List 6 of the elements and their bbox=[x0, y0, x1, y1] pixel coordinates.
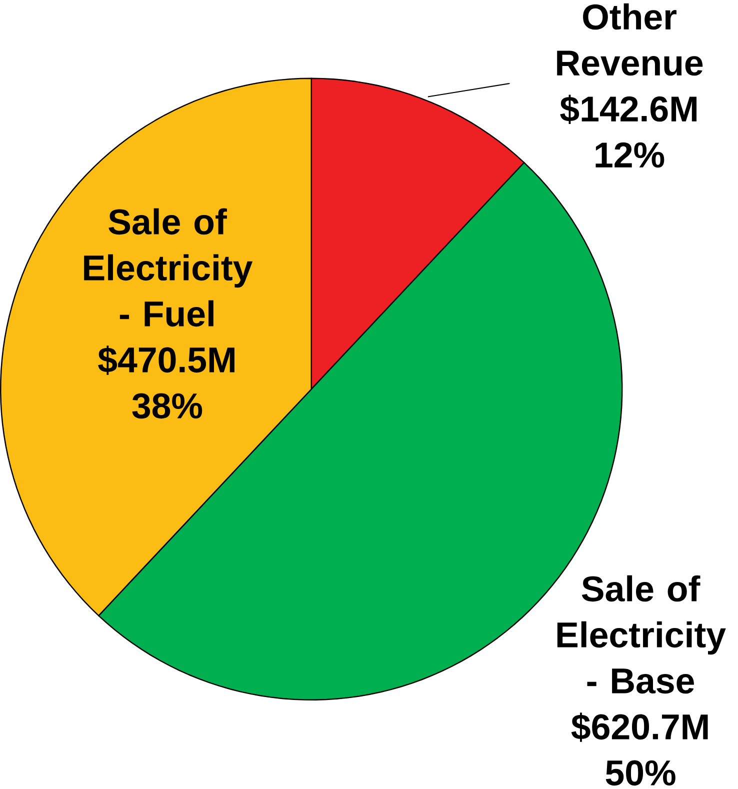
data-label: 12% bbox=[596, 142, 664, 168]
slice-label: Sale of Electricity - Base $620.7M bbox=[557, 575, 726, 742]
data-label: 50% bbox=[606, 760, 676, 786]
data-label: 38% bbox=[132, 393, 202, 419]
slice-label: Sale of Electricity - Fuel $470.5M bbox=[84, 208, 252, 375]
slice-label: Other Revenue $142.6M bbox=[556, 3, 702, 124]
